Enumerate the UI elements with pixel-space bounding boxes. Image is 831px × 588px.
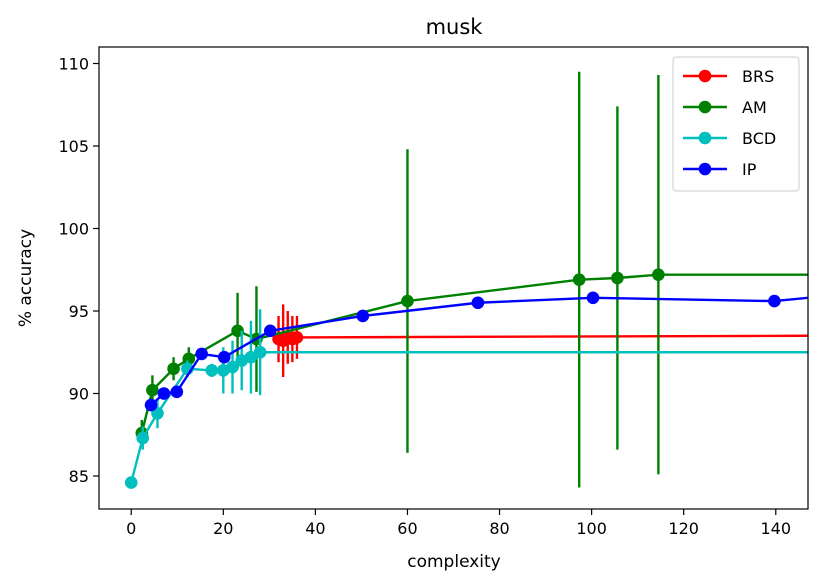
legend-marker-am (698, 100, 712, 114)
legend-marker-brs (698, 69, 712, 83)
data-point-bcd (244, 350, 258, 364)
plot-area (124, 71, 808, 489)
y-axis-label: % accuracy (16, 229, 36, 327)
y-tick-label: 100 (58, 220, 89, 239)
data-point-am (572, 273, 586, 286)
legend-label-ip: IP (742, 160, 757, 179)
data-point-ip (356, 309, 370, 323)
data-point-am (182, 352, 196, 366)
x-tick-label: 140 (760, 519, 791, 538)
data-point-ip (471, 296, 485, 310)
y-tick-label: 90 (69, 385, 89, 404)
data-point-bcd (205, 364, 219, 377)
legend-label-brs: BRS (742, 67, 774, 86)
data-point-am (167, 362, 180, 376)
y-tick-label: 105 (58, 137, 89, 156)
legend-label-am: AM (742, 98, 767, 117)
data-point-bcd (253, 345, 267, 359)
legend-box (672, 56, 800, 192)
data-point-am (146, 383, 159, 397)
x-axis: 0 20 40 60 80 100 120 140 (126, 509, 791, 538)
data-point-bcd (226, 360, 239, 374)
x-tick-label: 0 (126, 519, 136, 538)
data-point-am (652, 268, 665, 282)
y-axis: 85 90 95 100 105 110 (58, 55, 99, 486)
axes-frame (98, 46, 809, 510)
data-point-ip (195, 347, 208, 361)
x-tick-label: 60 (397, 519, 417, 538)
chart-title: musk (426, 15, 484, 39)
data-point-ip (170, 385, 184, 399)
legend: BRS AM BCD IP (672, 56, 800, 192)
x-tick-label: 80 (489, 519, 509, 538)
legend-marker-bcd (698, 131, 712, 145)
data-point-ip (586, 291, 600, 305)
series-brs (272, 304, 808, 377)
legend-marker-ip (698, 162, 712, 176)
x-tick-label: 40 (305, 519, 325, 538)
data-point-bcd (124, 476, 138, 489)
data-point-brs (290, 331, 304, 344)
data-point-ip (263, 324, 277, 338)
y-tick-label: 95 (69, 302, 89, 321)
data-point-bcd (136, 431, 150, 445)
x-axis-label: complexity (407, 552, 501, 572)
data-point-am (611, 271, 624, 285)
series-ip (144, 291, 808, 412)
data-point-am (401, 294, 414, 308)
data-point-ip (768, 294, 781, 308)
y-tick-label: 110 (58, 55, 89, 74)
data-point-ip (217, 350, 231, 364)
y-tick-label: 85 (69, 467, 89, 486)
legend-label-bcd: BCD (742, 129, 776, 148)
x-tick-label: 20 (213, 519, 233, 538)
series-bcd (124, 309, 808, 489)
data-point-ip (157, 387, 171, 400)
x-tick-label: 100 (576, 519, 607, 538)
x-tick-label: 120 (668, 519, 699, 538)
data-point-ip (144, 398, 158, 412)
